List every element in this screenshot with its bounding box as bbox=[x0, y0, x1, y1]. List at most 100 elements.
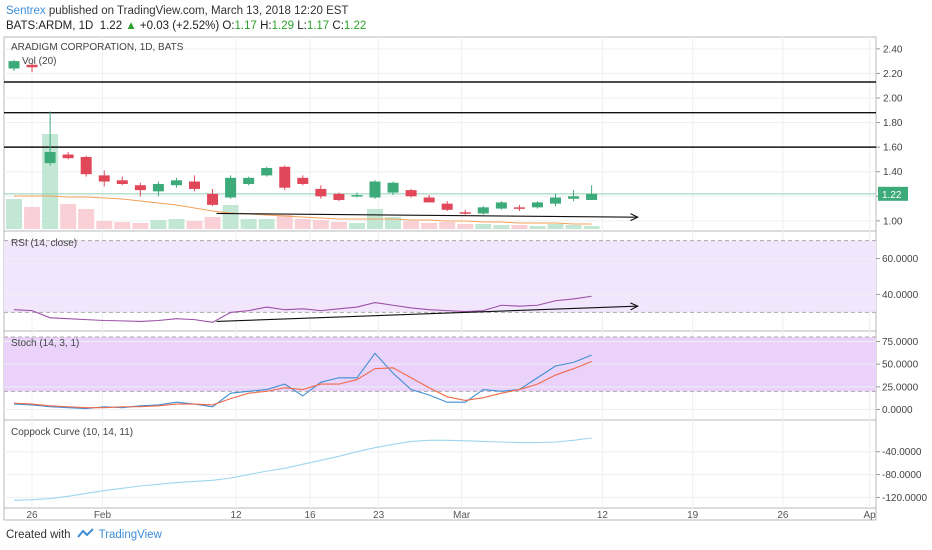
oscillator-title: Stoch (14, 3, 1) bbox=[11, 338, 79, 349]
footer: Created with TradingView bbox=[6, 528, 162, 541]
low-label: L: bbox=[297, 20, 307, 32]
rsi-trendline-arrowhead bbox=[630, 302, 639, 311]
volume-bar bbox=[457, 224, 474, 229]
change-value: +0.03 (+2.52%) bbox=[139, 20, 220, 32]
candle-body bbox=[62, 154, 74, 159]
low-value: 1.17 bbox=[306, 20, 330, 32]
x-tick-label: Ap bbox=[863, 510, 876, 521]
volume-bar bbox=[6, 199, 22, 229]
volume-bar bbox=[475, 224, 492, 229]
volume-bar bbox=[78, 209, 95, 229]
candle-body bbox=[297, 177, 309, 184]
oscillator-title: Coppock Curve (10, 14, 11) bbox=[11, 427, 133, 438]
volume-bar bbox=[439, 222, 456, 229]
candle-body bbox=[152, 183, 164, 192]
candle-body bbox=[207, 193, 219, 205]
volume-bar bbox=[385, 217, 402, 229]
candle-body bbox=[586, 193, 598, 200]
candle-body bbox=[568, 196, 580, 199]
symbol-label: BATS:ARDM, 1D bbox=[6, 20, 94, 32]
oscillator-series-line bbox=[13, 360, 592, 409]
volume-bar bbox=[222, 205, 239, 229]
volume-bar bbox=[493, 225, 510, 229]
candle-body bbox=[315, 188, 327, 197]
volume-bar bbox=[421, 223, 438, 229]
volume-bar bbox=[529, 226, 546, 229]
volume-bar bbox=[96, 221, 113, 229]
candle-body bbox=[351, 195, 363, 197]
price-y-tick-label: 1.60 bbox=[883, 143, 903, 154]
volume-bar bbox=[276, 215, 293, 229]
volume-bar bbox=[240, 219, 257, 229]
oscillator-y-tick-label: 0.0000 bbox=[882, 405, 913, 416]
volume-bar bbox=[583, 226, 600, 229]
volume-bar bbox=[403, 221, 420, 229]
volume-bar bbox=[547, 224, 564, 229]
candle-body bbox=[261, 168, 273, 176]
price-y-tick-label: 2.20 bbox=[883, 69, 903, 80]
volume-bar bbox=[330, 222, 347, 229]
oscillator-y-tick-label: 25.0000 bbox=[882, 382, 919, 393]
x-tick-label: 12 bbox=[597, 510, 609, 521]
price-trendline bbox=[216, 212, 638, 218]
volume-bar bbox=[348, 223, 365, 229]
oscillator-band bbox=[4, 240, 876, 313]
x-tick-label: 12 bbox=[230, 510, 242, 521]
last-price: 1.22 bbox=[99, 20, 123, 32]
volume-bar bbox=[24, 207, 41, 229]
candle-body bbox=[477, 207, 489, 214]
open-label: O: bbox=[222, 20, 235, 32]
candle-body bbox=[80, 156, 92, 175]
candle-body bbox=[513, 207, 525, 209]
candle-body bbox=[98, 175, 110, 182]
volume-bar bbox=[60, 204, 77, 229]
symbol-ohlc-line: BATS:ARDM, 1D 1.22 ▲ +0.03 (+2.52%) O:1.… bbox=[6, 20, 366, 32]
close-label: C: bbox=[332, 20, 344, 32]
oscillator-y-tick-label: 50.0000 bbox=[882, 360, 919, 371]
volume-bar bbox=[114, 222, 131, 229]
candle-body bbox=[189, 181, 200, 189]
oscillator-y-tick-label: -40.0000 bbox=[882, 447, 922, 458]
rsi-trendline bbox=[216, 305, 638, 322]
x-tick-label: Feb bbox=[94, 510, 112, 521]
price-y-tick-label: 2.40 bbox=[883, 44, 903, 55]
open-value: 1.17 bbox=[234, 20, 257, 32]
last-price-tag bbox=[878, 186, 908, 201]
candle-body bbox=[333, 193, 345, 200]
price-pane-title: ARADIGM CORPORATION, 1D, BATS bbox=[11, 42, 184, 53]
candle-body bbox=[26, 64, 38, 68]
candle-body bbox=[405, 190, 417, 197]
candle-body bbox=[441, 203, 453, 210]
candle-body bbox=[531, 202, 543, 208]
publish-info: Sentrex published on TradingView.com, Ma… bbox=[6, 5, 348, 17]
close-value: 1.22 bbox=[343, 20, 367, 32]
candle-body bbox=[423, 197, 435, 203]
candle-body bbox=[369, 181, 381, 198]
volume-bar bbox=[312, 220, 329, 229]
volume-label: Vol (20) bbox=[22, 56, 56, 67]
volume-bar bbox=[294, 219, 311, 229]
author-link[interactable]: Sentrex bbox=[6, 5, 46, 17]
oscillator-y-tick-label: -80.0000 bbox=[882, 470, 922, 481]
price-y-tick-label: 2.00 bbox=[883, 93, 903, 104]
candle-body bbox=[8, 61, 20, 69]
x-tick-label: 26 bbox=[26, 510, 38, 521]
published-text: published on TradingView.com, March 13, … bbox=[48, 5, 349, 17]
volume-bar bbox=[204, 217, 221, 229]
volume-bar bbox=[168, 219, 185, 229]
tradingview-brand-link[interactable]: TradingView bbox=[98, 528, 162, 541]
created-with-text: Created with bbox=[6, 528, 71, 541]
x-tick-label: 19 bbox=[687, 510, 699, 521]
x-tick-label: 23 bbox=[373, 510, 385, 521]
price-y-tick-label: 1.40 bbox=[883, 167, 903, 178]
candle-body bbox=[116, 180, 128, 184]
x-tick-label: 16 bbox=[304, 510, 316, 521]
volume-bar bbox=[186, 221, 203, 229]
high-label: H: bbox=[260, 20, 272, 32]
volume-bar bbox=[132, 223, 149, 229]
candle-body bbox=[550, 197, 561, 204]
candle-body bbox=[279, 166, 291, 188]
volume-bar bbox=[565, 225, 582, 229]
oscillator-y-tick-label: -120.0000 bbox=[882, 493, 927, 504]
